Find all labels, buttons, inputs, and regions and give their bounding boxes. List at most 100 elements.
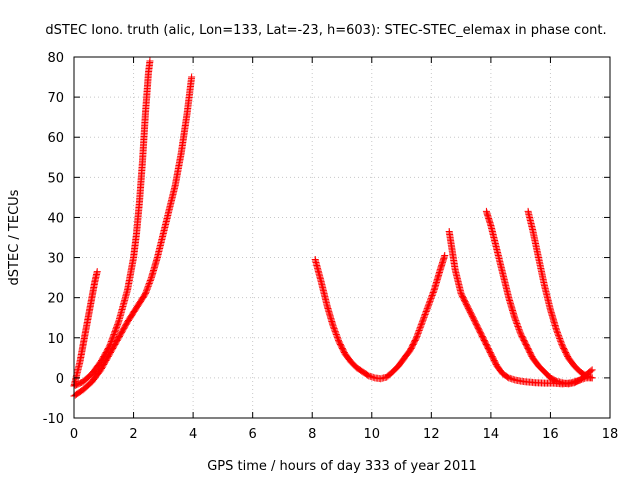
data-point-marker (509, 375, 517, 383)
data-point-marker (412, 334, 420, 342)
data-point-marker (415, 328, 423, 336)
y-tick-label: 80 (47, 51, 64, 66)
y-tick-label: 60 (47, 131, 64, 146)
data-point-marker (369, 373, 377, 381)
y-axis-label: dSTEC / TECUs (7, 189, 22, 285)
data-point-marker (427, 296, 435, 304)
x-tick-label: 14 (483, 427, 500, 442)
data-point-marker (423, 306, 431, 314)
data-point-marker (588, 366, 596, 374)
data-point-marker (368, 373, 376, 381)
data-point-marker (588, 374, 596, 382)
y-tick-label: 20 (47, 292, 64, 307)
data-point-marker (145, 281, 153, 289)
data-point-marker (415, 326, 423, 334)
data-point-marker (555, 333, 563, 341)
data-point-marker (515, 324, 523, 332)
data-point-marker (421, 312, 429, 320)
y-tick-label: 0 (56, 372, 64, 387)
data-point-marker (506, 374, 514, 382)
data-point-marker (557, 339, 565, 347)
data-point-marker (554, 330, 562, 338)
data-point-marker (426, 297, 434, 305)
data-point-marker (516, 327, 524, 335)
data-point-marker (511, 315, 519, 323)
data-point-marker (417, 322, 425, 330)
data-point-marker (557, 337, 565, 345)
data-point-marker (365, 372, 373, 380)
data-point-marker (144, 284, 152, 292)
data-point-marker (556, 336, 564, 344)
data-point-marker (147, 275, 155, 283)
data-point-marker (418, 319, 426, 327)
data-point-marker (329, 322, 337, 330)
data-point-marker (366, 372, 374, 380)
grid-layer (74, 57, 610, 418)
chart-title: dSTEC Iono. truth (alic, Lon=133, Lat=-2… (45, 23, 606, 38)
data-point-marker (146, 278, 154, 286)
data-point-marker (417, 321, 425, 329)
data-point-marker (587, 367, 595, 375)
data-point-marker (419, 316, 427, 324)
data-point-marker (582, 372, 590, 380)
data-point-marker (584, 372, 592, 380)
data-point-marker (425, 300, 433, 308)
ticks-layer: 0 2 4 6 8 10 12 14 16 18 -10 0 10 20 30 40 50 60 70 80 (43, 51, 619, 442)
data-point-marker (513, 321, 521, 329)
data-point-marker (424, 302, 432, 310)
data-point-marker (424, 303, 432, 311)
data-point-marker (553, 329, 561, 337)
data-point-marker (555, 332, 563, 340)
data-point-marker (552, 326, 560, 334)
data-point-marker (508, 375, 516, 383)
data-point-marker (330, 323, 338, 331)
data-point-marker (512, 318, 520, 326)
data-point-marker (513, 320, 521, 328)
data-point-marker (145, 279, 153, 287)
data-point-marker (585, 373, 593, 381)
data-point-marker (414, 331, 422, 339)
data-point-marker (146, 57, 154, 65)
y-tick-label: 40 (47, 211, 64, 226)
x-tick-label: 0 (70, 427, 78, 442)
data-point-marker (429, 290, 437, 298)
data-point-marker (430, 287, 438, 295)
x-tick-label: 8 (308, 427, 316, 442)
data-series-4 (311, 252, 449, 383)
data-point-marker (556, 335, 564, 343)
x-axis-label: GPS time / hours of day 333 of year 2011 (207, 459, 477, 474)
data-point-marker (416, 325, 424, 333)
y-tick-label: 50 (47, 171, 64, 186)
y-tick-label: 10 (47, 332, 64, 347)
x-tick-label: 6 (249, 427, 257, 442)
data-point-marker (423, 305, 431, 313)
data-series-3 (70, 73, 196, 400)
y-tick-label: 30 (47, 252, 64, 267)
plot-frame (73, 56, 611, 419)
data-point-marker (142, 288, 150, 296)
data-point-marker (422, 308, 430, 316)
x-tick-label: 2 (129, 427, 137, 442)
data-point-marker (114, 319, 122, 327)
data-point-marker (553, 327, 561, 335)
data-point-marker (421, 310, 429, 318)
data-point-marker (188, 73, 196, 81)
data-point-marker (413, 332, 421, 340)
data-point-marker (428, 293, 436, 301)
data-point-marker (416, 324, 424, 332)
data-point-marker (418, 318, 426, 326)
data-point-marker (429, 289, 437, 297)
data-point-marker (441, 252, 449, 260)
data-point-marker (332, 330, 340, 338)
data-point-marker (333, 332, 341, 340)
data-marks-layer (70, 57, 596, 400)
data-point-marker (143, 287, 151, 295)
data-point-marker (146, 277, 154, 285)
x-tick-label: 16 (542, 427, 559, 442)
data-point-marker (511, 314, 519, 322)
data-point-marker (333, 333, 341, 341)
x-tick-label: 18 (602, 427, 619, 442)
data-point-marker (587, 373, 595, 381)
